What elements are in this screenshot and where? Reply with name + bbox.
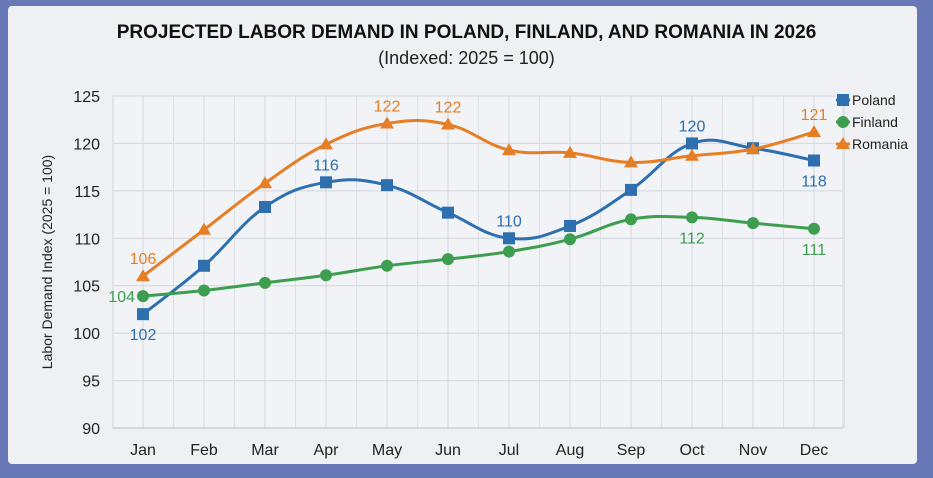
y-tick-label: 125 bbox=[73, 89, 100, 106]
marker-circle bbox=[259, 276, 271, 289]
marker-square bbox=[442, 206, 454, 219]
data-label: 122 bbox=[435, 99, 462, 116]
data-label: 120 bbox=[679, 118, 706, 135]
y-tick-label: 120 bbox=[73, 136, 100, 153]
marker-square bbox=[686, 137, 698, 150]
data-label: 122 bbox=[374, 99, 401, 116]
y-tick-label: 105 bbox=[73, 279, 100, 296]
marker-triangle bbox=[563, 145, 577, 158]
x-tick-label: Nov bbox=[739, 442, 767, 459]
marker-square bbox=[808, 154, 820, 167]
marker-triangle bbox=[319, 137, 333, 150]
data-label: 118 bbox=[801, 174, 827, 191]
data-label: 112 bbox=[679, 230, 705, 247]
marker-circle bbox=[381, 259, 393, 272]
marker-square bbox=[198, 259, 210, 272]
x-tick-label: Jan bbox=[130, 442, 156, 459]
y-tick-label: 95 bbox=[82, 374, 100, 391]
x-tick-label: Jun bbox=[435, 442, 461, 459]
legend-label-finland: Finland bbox=[852, 114, 898, 130]
x-tick-label: Aug bbox=[556, 442, 584, 459]
x-tick-label: Oct bbox=[680, 442, 705, 459]
data-label: 106 bbox=[130, 251, 157, 268]
data-label: 121 bbox=[801, 107, 828, 124]
marker-circle bbox=[442, 253, 454, 266]
marker-circle bbox=[686, 211, 698, 224]
marker-triangle bbox=[441, 117, 455, 130]
x-tick-label: Dec bbox=[800, 442, 828, 459]
marker-triangle bbox=[380, 116, 394, 129]
marker-triangle bbox=[258, 176, 272, 189]
data-label: 110 bbox=[496, 213, 522, 230]
x-tick-label: Sep bbox=[617, 442, 646, 459]
marker-square bbox=[503, 232, 515, 245]
data-label: 104 bbox=[108, 289, 135, 306]
data-label: 102 bbox=[130, 327, 157, 344]
marker-triangle bbox=[136, 269, 150, 282]
x-tick-label: Apr bbox=[314, 442, 340, 459]
y-tick-label: 110 bbox=[74, 231, 100, 248]
chart-title: PROJECTED LABOR DEMAND IN POLAND, FINLAN… bbox=[116, 22, 817, 43]
marker-circle bbox=[198, 284, 210, 297]
x-tick-label: Mar bbox=[251, 442, 279, 459]
legend-label-poland: Poland bbox=[852, 92, 896, 108]
marker-triangle bbox=[685, 148, 699, 161]
marker-circle bbox=[137, 290, 149, 303]
marker-triangle bbox=[624, 155, 638, 168]
x-tick-label: Jul bbox=[499, 442, 519, 459]
legend-label-romania: Romania bbox=[852, 136, 908, 152]
marker-circle bbox=[503, 245, 515, 258]
marker-triangle bbox=[746, 142, 760, 155]
data-label: 111 bbox=[802, 242, 826, 259]
y-tick-label: 90 bbox=[82, 421, 100, 438]
marker-triangle bbox=[807, 125, 821, 138]
y-tick-label: 100 bbox=[73, 326, 100, 343]
marker-circle bbox=[564, 233, 576, 246]
legend-marker bbox=[837, 94, 849, 106]
marker-square bbox=[564, 219, 576, 232]
y-tick-label: 115 bbox=[74, 184, 100, 201]
marker-circle bbox=[320, 269, 332, 282]
y-axis-label: Labor Demand Index (2025 = 100) bbox=[39, 155, 55, 369]
marker-triangle bbox=[197, 222, 211, 235]
legend-marker bbox=[836, 137, 850, 149]
marker-circle bbox=[625, 213, 637, 226]
marker-circle bbox=[808, 222, 820, 235]
x-tick-label: Feb bbox=[190, 442, 218, 459]
marker-triangle bbox=[502, 143, 516, 156]
marker-square bbox=[625, 183, 637, 196]
marker-square bbox=[381, 179, 393, 192]
chart-subtitle: (Indexed: 2025 = 100) bbox=[378, 48, 555, 68]
marker-square bbox=[137, 308, 149, 321]
x-tick-label: May bbox=[372, 442, 402, 459]
marker-circle bbox=[747, 217, 759, 230]
data-label: 116 bbox=[313, 157, 339, 174]
marker-square bbox=[259, 200, 271, 213]
legend-marker bbox=[837, 116, 849, 128]
marker-square bbox=[320, 176, 332, 189]
